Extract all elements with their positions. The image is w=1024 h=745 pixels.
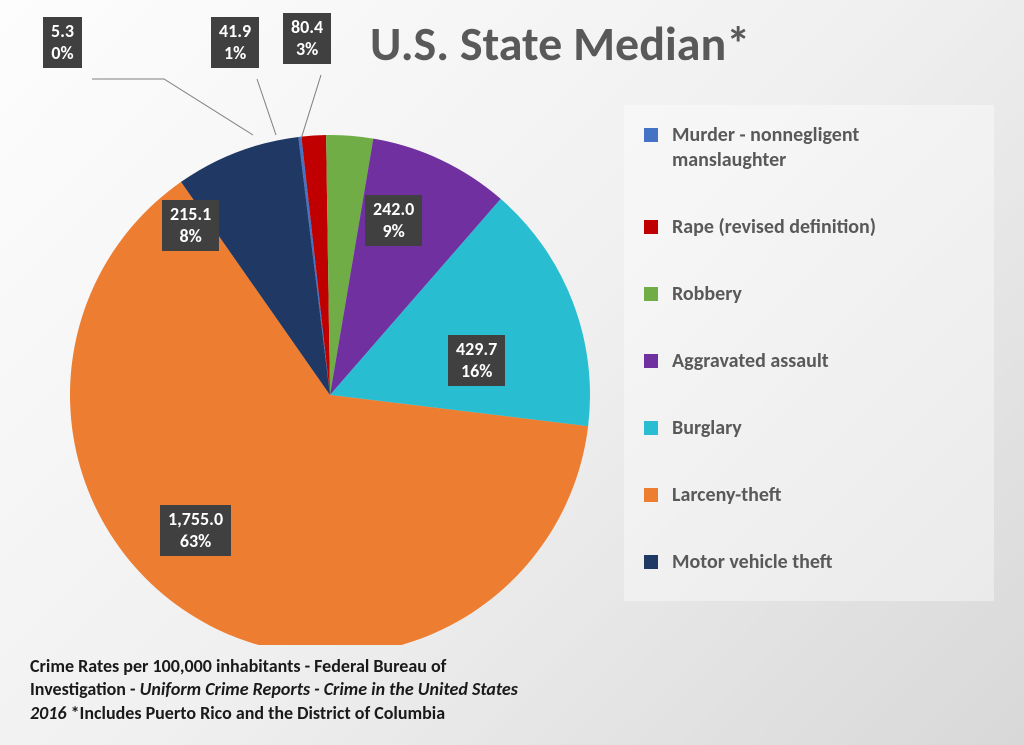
slice-label: 80.43% (283, 13, 331, 64)
footnote-line3a: 2016 (30, 702, 71, 724)
leader-lines (0, 0, 730, 685)
legend-label: Robbery (672, 282, 742, 307)
legend-swatch (644, 354, 658, 368)
legend-swatch (644, 555, 658, 569)
pie-chart: 5.30%41.91%80.43%242.09%429.716%1,755.06… (30, 85, 590, 645)
slice-label: 1,755.063% (160, 505, 231, 556)
legend-label: Aggravated assault (672, 349, 829, 374)
legend-item: Larceny-theft (644, 483, 974, 508)
legend-item: Burglary (644, 416, 974, 441)
leader-line (92, 79, 253, 135)
slice-label: 215.18% (162, 200, 219, 251)
legend-item: Aggravated assault (644, 349, 974, 374)
slice-label: 429.716% (448, 335, 505, 386)
legend-item: Motor vehicle theft (644, 550, 974, 575)
legend-item: Murder - nonnegligent manslaughter (644, 123, 974, 173)
legend-swatch (644, 421, 658, 435)
leader-line (257, 79, 276, 135)
legend-swatch (644, 488, 658, 502)
leader-line (301, 75, 321, 139)
slice-label: 242.09% (365, 195, 422, 246)
legend-label: Rape (revised definition) (672, 215, 876, 240)
footnote-line1: Crime Rates per 100,000 inhabitants - Fe… (30, 655, 446, 677)
footnote-line2a: Investigation - (30, 678, 140, 700)
legend-label: Motor vehicle theft (672, 550, 833, 575)
legend-swatch (644, 287, 658, 301)
slice-label: 41.91% (211, 17, 259, 68)
slice-label: 5.30% (43, 17, 82, 68)
legend-swatch (644, 220, 658, 234)
legend-label: Murder - nonnegligent manslaughter (672, 123, 974, 173)
legend-label: Burglary (672, 416, 742, 441)
legend: Murder - nonnegligent manslaughter Rape (… (624, 105, 994, 601)
footnote-line2b: Uniform Crime Reports - Crime in the Uni… (140, 678, 518, 700)
footnote: Crime Rates per 100,000 inhabitants - Fe… (30, 655, 630, 725)
legend-swatch (644, 128, 658, 142)
footnote-line3b: *Includes Puerto Rico and the District o… (71, 702, 446, 724)
legend-item: Rape (revised definition) (644, 215, 974, 240)
legend-item: Robbery (644, 282, 974, 307)
legend-label: Larceny-theft (672, 483, 782, 508)
